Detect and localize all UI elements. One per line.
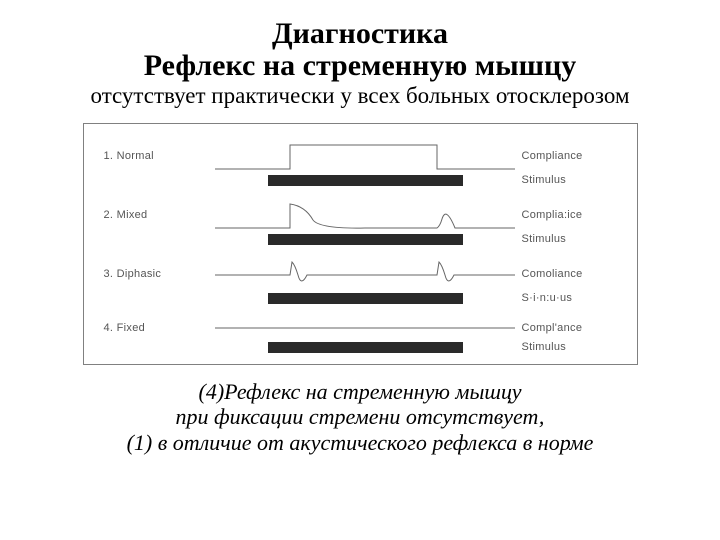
trace-left-label: 3. Diphasic	[104, 268, 209, 280]
stim-right-label: Stimulus	[522, 341, 617, 353]
caption-line-1: (4)Рефлекс на стременную мышцу	[199, 379, 522, 404]
stim-row: S·i·n:u·us	[104, 292, 617, 304]
caption: (4)Рефлекс на стременную мышцу при фикса…	[40, 379, 680, 455]
trace-svg-wrap	[209, 316, 522, 340]
stim-right-label: S·i·n:u·us	[522, 292, 617, 304]
stim-right-label: Stimulus	[522, 233, 617, 245]
stim-right-label: Stimulus	[522, 174, 617, 186]
trace-diphasic	[215, 257, 515, 291]
trace-row: 4. Fixed Compl'ance	[104, 316, 617, 340]
stimulus-bar	[268, 234, 463, 245]
trace-right-label: Comoliance	[522, 268, 617, 280]
trace-left-label: 2. Mixed	[104, 209, 209, 221]
title-line-1: Диагностика	[40, 18, 680, 50]
trace-row: 1. Normal Compliance	[104, 139, 617, 173]
trace-row: 3. Diphasic Comoliance	[104, 257, 617, 291]
page: Диагностика Рефлекс на стременную мышцу …	[0, 0, 720, 540]
trace-right-label: Compl'ance	[522, 322, 617, 334]
trace-fixed	[215, 316, 515, 340]
title-line-2: Рефлекс на стременную мышцу	[40, 50, 680, 82]
trace-normal	[215, 139, 515, 173]
caption-line-2: при фиксации стремени отсутствует,	[176, 404, 545, 429]
trace-right-label: Complia:ice	[522, 209, 617, 221]
stim-row: Stimulus	[104, 174, 617, 186]
trace-svg-wrap	[209, 139, 522, 173]
subtitle: отсутствует практически у всех больных о…	[40, 83, 680, 109]
stimulus-bar	[268, 175, 463, 186]
trace-right-label: Compliance	[522, 150, 617, 162]
trace-svg-wrap	[209, 198, 522, 232]
stim-row: Stimulus	[104, 341, 617, 353]
trace-mixed	[215, 198, 515, 232]
caption-line-3: (1) в отличие от акустического рефлекса …	[127, 430, 594, 455]
stimulus-bar	[268, 293, 463, 304]
trace-left-label: 1. Normal	[104, 150, 209, 162]
trace-left-label: 4. Fixed	[104, 322, 209, 334]
trace-svg-wrap	[209, 257, 522, 291]
figure-frame: 1. Normal Compliance Stimulus 2. Mixed C…	[83, 123, 638, 365]
stimulus-bar	[268, 342, 463, 353]
stim-row: Stimulus	[104, 233, 617, 245]
trace-row: 2. Mixed Complia:ice	[104, 198, 617, 232]
